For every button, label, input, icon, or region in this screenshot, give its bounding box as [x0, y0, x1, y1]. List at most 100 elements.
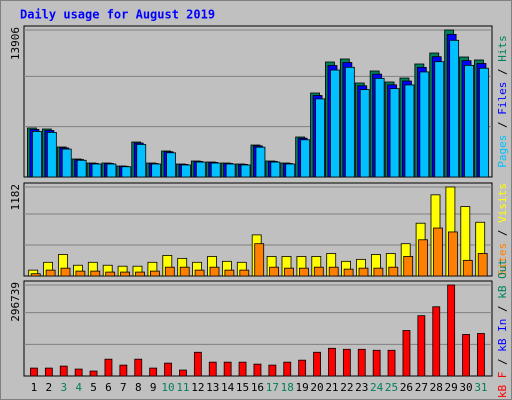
bar — [59, 365, 68, 377]
bar — [285, 163, 296, 178]
bar — [373, 267, 384, 277]
bar — [224, 269, 235, 277]
bar — [30, 273, 41, 277]
bar — [434, 61, 445, 178]
bar — [193, 351, 202, 377]
bar — [374, 77, 385, 178]
bar — [300, 139, 311, 178]
bar — [477, 333, 485, 377]
bar — [479, 67, 489, 178]
x-tick-label: 17 — [266, 381, 279, 394]
bar — [372, 349, 381, 377]
bar — [105, 271, 116, 277]
bar — [330, 69, 340, 178]
bar — [104, 358, 113, 377]
bar — [225, 163, 236, 178]
legend-entry: kB In — [496, 319, 509, 352]
x-tick-label: 1 — [31, 381, 38, 394]
bar — [76, 159, 87, 178]
x-tick-label: 27 — [415, 381, 428, 394]
bar — [195, 161, 206, 178]
bar — [210, 162, 221, 178]
bar — [357, 348, 366, 377]
bar — [269, 266, 280, 277]
bar — [149, 270, 160, 277]
bar — [404, 84, 415, 178]
bar — [402, 330, 411, 377]
bar — [32, 131, 42, 178]
bar — [477, 253, 488, 277]
x-tick-label: 15 — [236, 381, 249, 394]
x-tick-label: 18 — [281, 381, 294, 394]
x-tick-label: 11 — [176, 381, 189, 394]
bar — [45, 269, 56, 277]
plot-area — [23, 280, 493, 377]
x-tick-label: 12 — [191, 381, 204, 394]
chart-title: Daily usage for August 2019 — [20, 8, 215, 22]
bar — [419, 71, 430, 178]
x-tick-label: 20 — [310, 381, 323, 394]
bar — [179, 369, 187, 377]
bar — [432, 306, 441, 377]
bar — [134, 358, 143, 377]
bar — [298, 267, 309, 277]
x-tick-label: 10 — [161, 381, 174, 394]
x-tick-label: 31 — [474, 381, 487, 394]
bar — [209, 266, 220, 277]
bar — [119, 364, 128, 377]
bar — [164, 266, 175, 277]
bar — [208, 361, 217, 377]
legend-entry: Sites — [496, 243, 509, 276]
legend: kB F / kB In / kB Out — [496, 259, 509, 398]
x-tick-label: 3 — [60, 381, 67, 394]
bar — [433, 227, 443, 277]
bar — [328, 347, 336, 377]
bar — [255, 146, 266, 178]
x-tick-label: 5 — [90, 381, 97, 394]
bar — [462, 334, 470, 377]
x-tick-label: 23 — [355, 381, 368, 394]
bar — [253, 363, 262, 377]
bar — [462, 259, 473, 277]
y-max-label: 1182 — [9, 184, 22, 211]
legend-entry: kB F — [496, 372, 509, 399]
x-tick-label: 30 — [459, 381, 472, 394]
bar — [238, 361, 247, 377]
bar — [268, 364, 277, 377]
bar — [464, 64, 474, 178]
bar — [136, 144, 147, 178]
bar — [343, 268, 354, 277]
x-tick-label: 13 — [206, 381, 219, 394]
x-tick-label: 28 — [430, 381, 443, 394]
x-tick-label: 9 — [150, 381, 157, 394]
bar — [387, 349, 396, 377]
legend-entry: Files — [496, 82, 509, 115]
bar — [358, 267, 369, 277]
bar — [74, 368, 83, 377]
legend-entry: kB Out — [496, 259, 509, 299]
legend: Sites / Visits — [496, 183, 509, 276]
bar — [298, 359, 307, 377]
x-tick-label: 4 — [75, 381, 82, 394]
bar — [61, 148, 72, 178]
x-tick-label: 2 — [46, 381, 53, 394]
y-max-label: 13906 — [9, 27, 22, 60]
bar — [106, 163, 117, 178]
bar — [89, 370, 98, 377]
bar — [284, 267, 294, 277]
bar — [46, 131, 57, 178]
bar — [121, 166, 132, 178]
legend-entry: Pages — [496, 135, 509, 168]
legend-entry: Visits — [496, 183, 509, 223]
bar — [90, 270, 101, 277]
bar — [283, 361, 292, 377]
bar — [254, 243, 265, 277]
bar — [447, 284, 456, 377]
bar — [75, 270, 86, 277]
bar — [342, 348, 351, 377]
bar — [403, 256, 414, 277]
bar — [417, 315, 426, 377]
bar — [240, 164, 251, 178]
bar — [239, 269, 250, 277]
bar — [223, 361, 232, 377]
